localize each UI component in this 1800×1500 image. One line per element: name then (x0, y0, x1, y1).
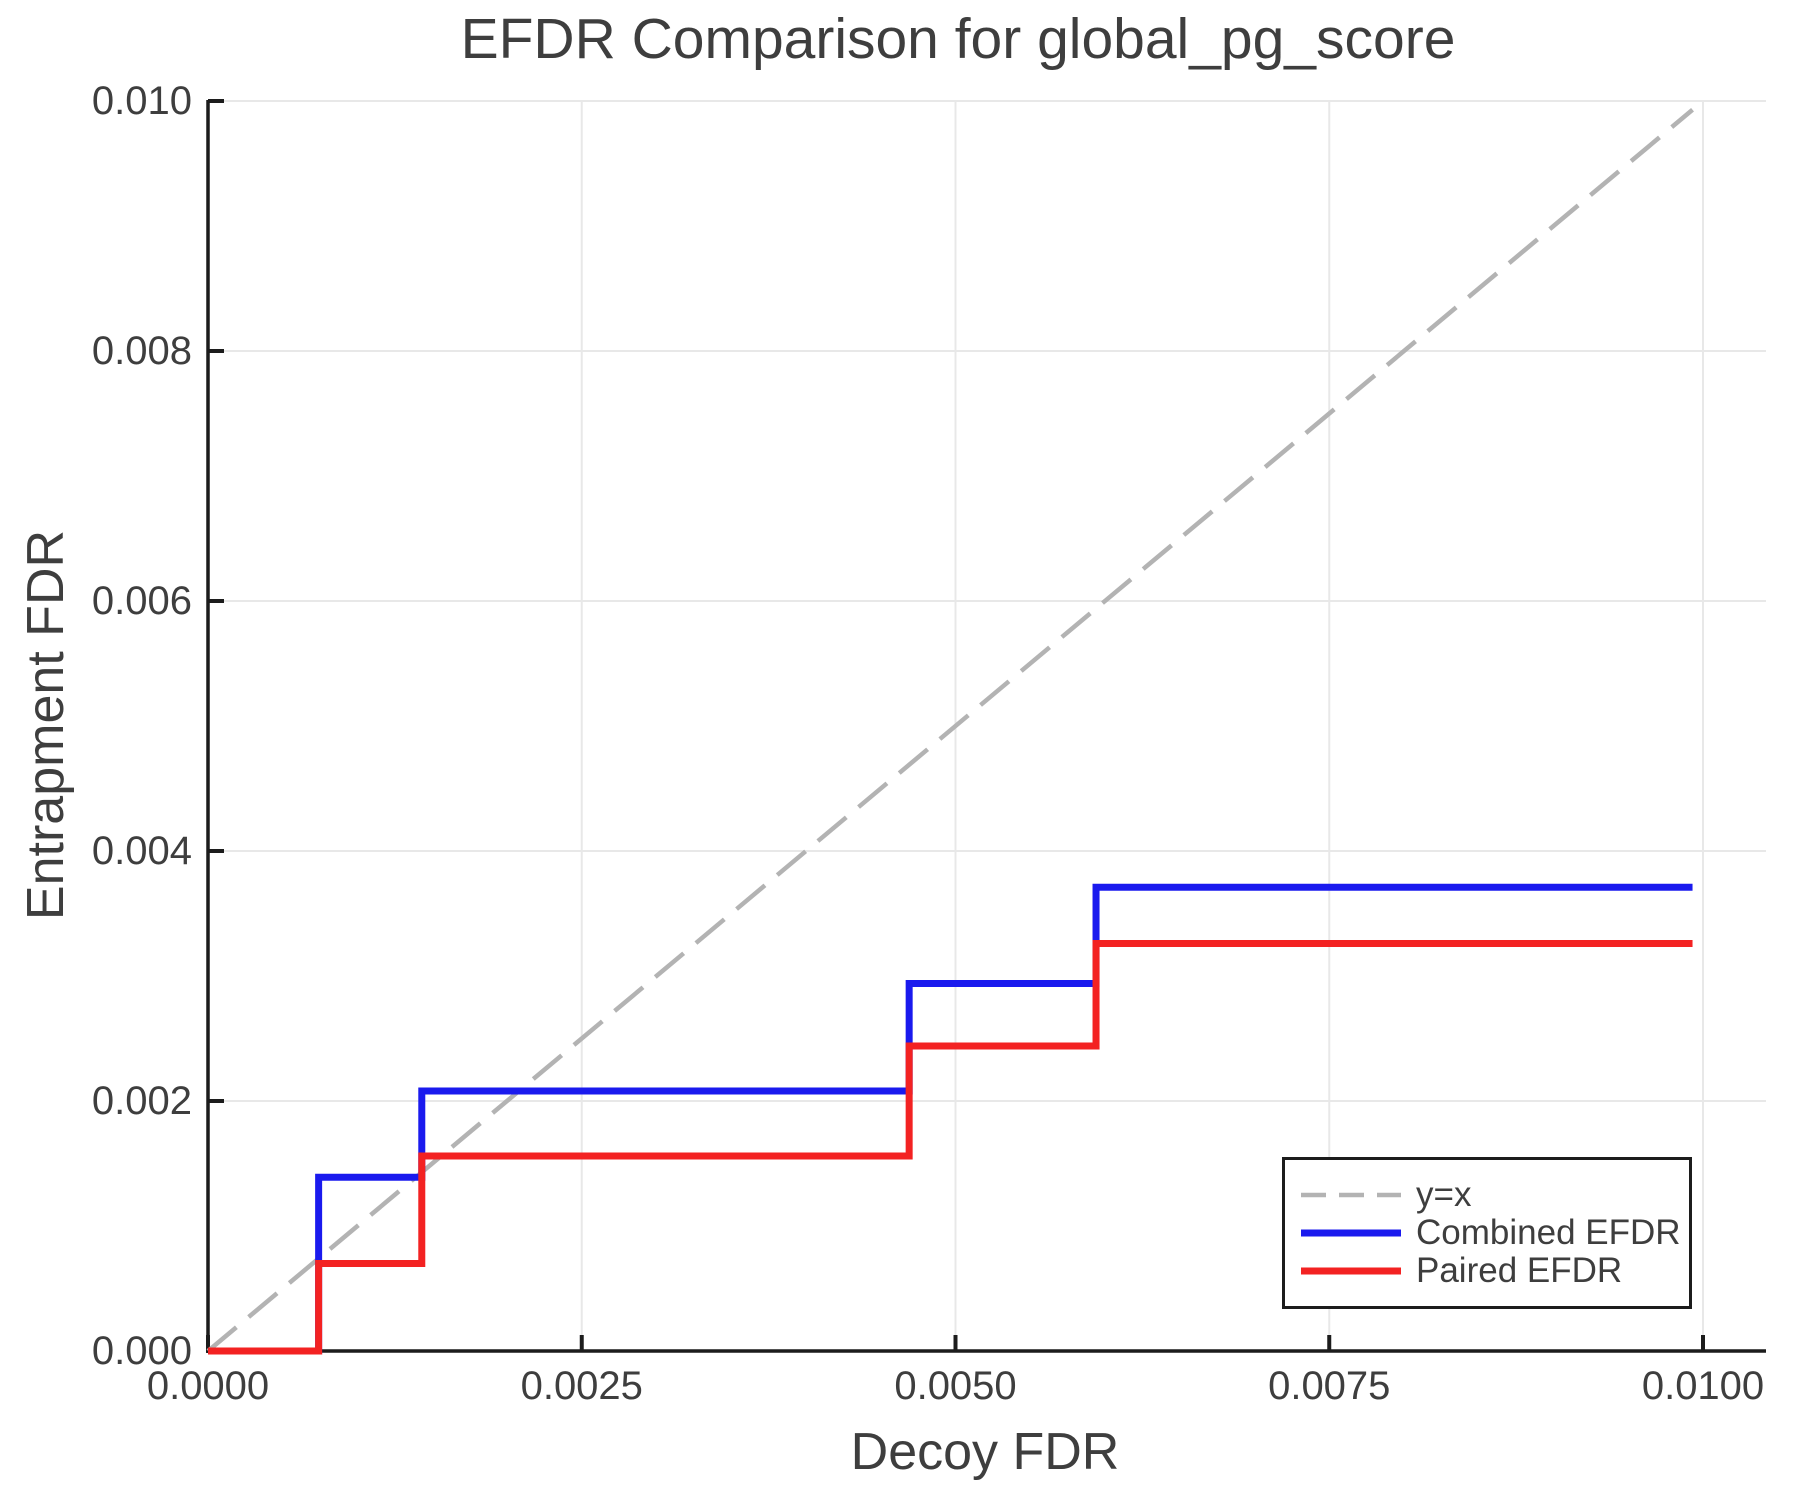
y-tick-label: 0.008 (91, 329, 192, 373)
legend: y=x Combined EFDR Paired EFDR (1282, 1157, 1692, 1309)
y-tick-label: 0.010 (91, 79, 192, 123)
paired-efdr-line (208, 940, 1693, 1355)
legend-label: y=x (1416, 1175, 1472, 1214)
x-tick-label: 0.0075 (1268, 1364, 1391, 1408)
x-tick-label: 0.0025 (520, 1364, 643, 1408)
x-tick-label: 0.0000 (146, 1364, 270, 1408)
y-tick-label: 0.006 (91, 579, 192, 623)
legend-rows: y=x Combined EFDR Paired EFDR (1299, 1176, 1689, 1290)
legend-row-paired-efdr: Paired EFDR (1299, 1252, 1689, 1290)
legend-sample-line (1301, 1192, 1401, 1198)
y-tick-label: 0.002 (91, 1079, 192, 1123)
x-axis-label: Decoy FDR (850, 1423, 1120, 1481)
legend-label: Paired EFDR (1416, 1251, 1623, 1290)
x-tick-label: 0.0050 (894, 1364, 1017, 1408)
identity-line (206, 108, 1694, 1353)
legend-sample-line (1301, 1267, 1401, 1275)
y-tick-label: 0.004 (91, 829, 192, 873)
x-tick-label: 0.0100 (1641, 1364, 1765, 1408)
legend-label: Combined EFDR (1416, 1213, 1681, 1252)
legend-row-combined-efdr: Combined EFDR (1299, 1214, 1689, 1252)
y-tick-label: 0.000 (91, 1329, 192, 1373)
legend-row-identity: y=x (1299, 1176, 1689, 1214)
legend-sample-line (1301, 1229, 1401, 1237)
chart-title: EFDR Comparison for global_pg_score (460, 7, 1456, 71)
